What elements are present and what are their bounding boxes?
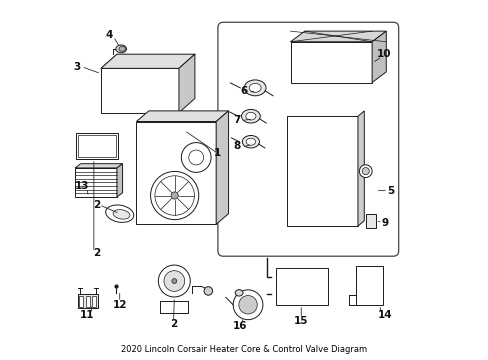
Circle shape [233, 290, 263, 320]
Circle shape [238, 296, 257, 314]
Polygon shape [101, 54, 195, 68]
Text: 5: 5 [386, 186, 393, 195]
Circle shape [150, 171, 198, 220]
Circle shape [155, 176, 194, 215]
Polygon shape [290, 31, 386, 42]
Bar [78, 135, 116, 157]
Text: 6: 6 [240, 86, 247, 96]
Polygon shape [371, 31, 386, 82]
Polygon shape [216, 111, 228, 224]
Ellipse shape [241, 109, 260, 123]
Circle shape [172, 279, 176, 283]
Text: 10: 10 [376, 49, 391, 59]
Text: 8: 8 [233, 141, 241, 151]
Bar [85, 296, 90, 306]
Polygon shape [179, 54, 195, 113]
Bar [275, 267, 327, 305]
Text: 4: 4 [105, 30, 113, 40]
Text: 2: 2 [93, 200, 100, 210]
Text: 13: 13 [75, 181, 89, 192]
Ellipse shape [244, 80, 265, 96]
Text: 11: 11 [80, 310, 94, 320]
Text: 3: 3 [73, 62, 81, 72]
Ellipse shape [235, 290, 243, 296]
Circle shape [362, 168, 368, 175]
Text: 7: 7 [233, 115, 241, 125]
Bar [75, 168, 117, 197]
Polygon shape [290, 42, 371, 82]
Ellipse shape [119, 46, 125, 51]
Polygon shape [136, 122, 216, 224]
Polygon shape [357, 111, 364, 226]
Ellipse shape [245, 112, 255, 120]
Circle shape [359, 165, 371, 177]
Bar [355, 266, 382, 305]
Text: 2020 Lincoln Corsair Heater Core & Control Valve Diagram: 2020 Lincoln Corsair Heater Core & Contr… [121, 345, 367, 354]
Ellipse shape [245, 138, 255, 145]
Circle shape [203, 287, 212, 295]
Bar [78, 294, 98, 308]
Bar [365, 214, 375, 228]
Text: 12: 12 [112, 300, 127, 310]
Ellipse shape [113, 210, 130, 219]
Text: 2: 2 [170, 319, 177, 329]
Polygon shape [117, 164, 122, 197]
Circle shape [171, 192, 178, 199]
Text: 9: 9 [381, 217, 388, 228]
Circle shape [163, 271, 184, 291]
Bar [286, 116, 357, 226]
Bar [76, 133, 118, 159]
Polygon shape [75, 164, 122, 168]
Bar [79, 296, 83, 306]
Polygon shape [101, 68, 179, 113]
Circle shape [188, 150, 203, 165]
Circle shape [158, 265, 190, 297]
Text: 1: 1 [214, 148, 221, 158]
Text: 2: 2 [93, 248, 100, 258]
Text: 16: 16 [232, 321, 247, 331]
Polygon shape [136, 111, 228, 122]
Text: 14: 14 [378, 310, 392, 320]
Circle shape [181, 143, 211, 172]
Ellipse shape [116, 45, 126, 53]
Ellipse shape [249, 84, 261, 92]
Ellipse shape [105, 205, 134, 222]
Bar [92, 296, 96, 306]
Text: 15: 15 [293, 316, 308, 326]
Ellipse shape [242, 135, 259, 148]
